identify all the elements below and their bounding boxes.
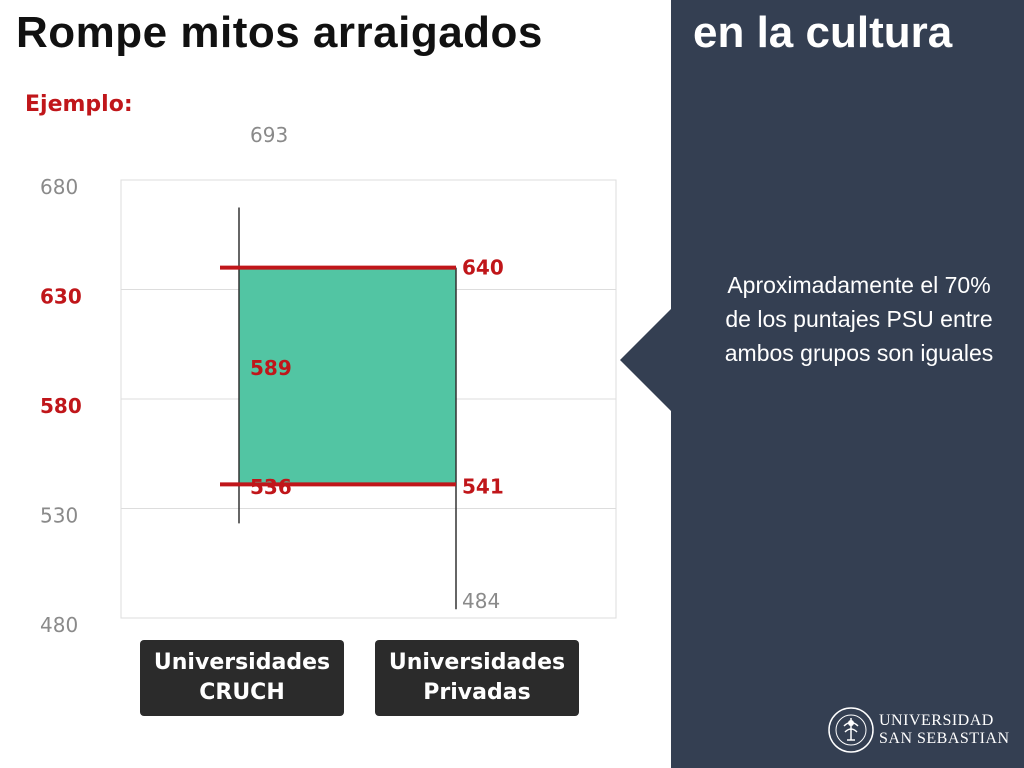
data-label: 693 xyxy=(250,123,288,147)
slide-title-right: en la cultura xyxy=(693,8,953,57)
category-label-cruch-line-1: Universidades xyxy=(153,650,331,675)
slide-title-left: Rompe mitos arraigados xyxy=(16,8,543,57)
category-label-cruch-line-2: CRUCH xyxy=(199,680,285,705)
logo-line-2: SAN SEBASTIAN xyxy=(879,730,1010,747)
range-chart: 680 630 580 530 480 693 640 589 541 536 484 xyxy=(40,123,617,637)
y-tick-label: 480 xyxy=(40,613,78,637)
category-label-privadas-line-1: Universidades xyxy=(388,650,566,675)
right-panel: en la cultura Aproximadamente el 70% de … xyxy=(671,0,1024,768)
y-tick-label: 680 xyxy=(40,175,78,199)
example-label: Ejemplo: xyxy=(25,92,133,117)
y-tick-label: 530 xyxy=(40,504,78,528)
category-label-privadas: Universidades Privadas xyxy=(375,640,579,716)
data-label: 484 xyxy=(462,589,500,613)
data-label: 541 xyxy=(462,474,504,498)
university-logo: UNIVERSIDAD SAN SEBASTIAN xyxy=(827,702,1017,758)
logo-line-1: UNIVERSIDAD xyxy=(879,712,994,729)
y-tick-label: 580 xyxy=(40,394,82,418)
data-label: 640 xyxy=(462,256,504,280)
data-label: 536 xyxy=(250,475,292,499)
callout-text: Aproximadamente el 70% de los puntajes P… xyxy=(724,272,994,366)
category-label-cruch: Universidades CRUCH xyxy=(140,640,344,716)
callout-pointer xyxy=(620,308,672,412)
category-label-privadas-line-2: Privadas xyxy=(423,680,531,705)
overlap-box xyxy=(239,267,456,485)
data-label: 589 xyxy=(250,356,292,380)
seal-icon xyxy=(828,707,874,753)
y-tick-label: 630 xyxy=(40,285,82,309)
